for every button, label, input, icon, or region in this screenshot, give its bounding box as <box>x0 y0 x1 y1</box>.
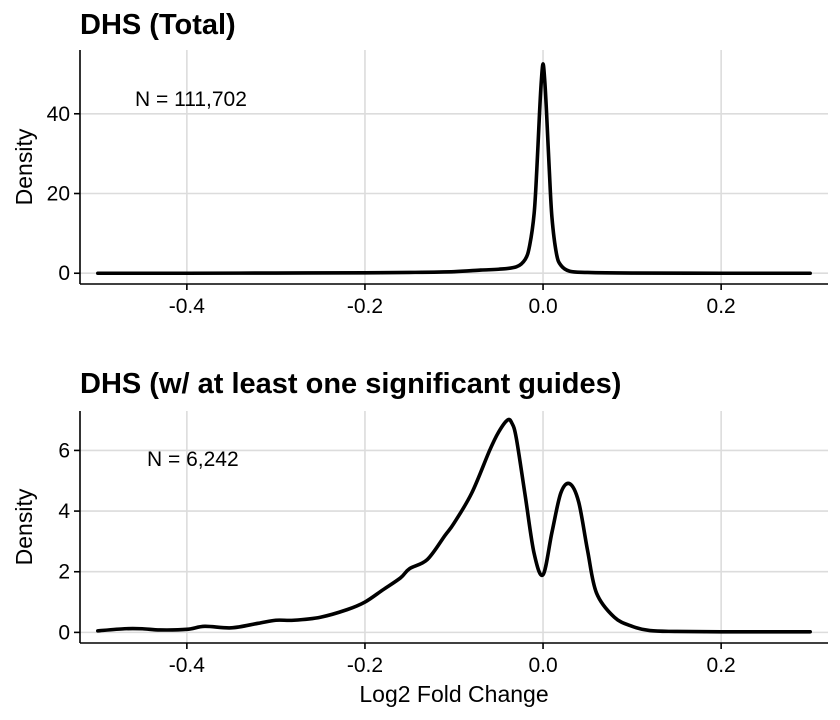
panel-1-x-tick-label-3: 0.2 <box>707 295 736 318</box>
panel-2-y-tick-label-1: 2 <box>58 561 70 584</box>
panel-1-x-tick-label-2: 0.0 <box>528 295 557 318</box>
panel-2-x-tick-label-0: -0.4 <box>169 654 206 677</box>
panel-1-x-tick-label-0: -0.4 <box>169 295 206 318</box>
panel-2-y-tick-label-0: 0 <box>58 621 70 644</box>
panel-2-x-axis-title: Log2 Fold Change <box>359 681 548 707</box>
panel-1-count-annotation: N = 111,702 <box>135 88 247 111</box>
panel-2-x-tick-label-2: 0.0 <box>528 654 557 677</box>
panel-2-title: DHS (w/ at least one significant guides) <box>80 368 621 400</box>
panel-2-x-tick-label-3: 0.2 <box>707 654 736 677</box>
panel-1-y-tick-label-1: 20 <box>47 183 70 206</box>
panel-1-y-axis-title: Density <box>11 128 37 205</box>
panel-1-y-tick-label-0: 0 <box>58 262 70 285</box>
panel-2-count-annotation: N = 6,242 <box>147 448 239 471</box>
panel-1-x-tick-label-1: -0.2 <box>347 295 383 318</box>
panel-2-x-tick-label-1: -0.2 <box>347 654 383 677</box>
panel-2-y-tick-label-3: 6 <box>58 439 70 462</box>
panel-2-density-curve <box>96 417 812 634</box>
panel-1-density-curve <box>96 62 812 276</box>
panel-1-title: DHS (Total) <box>80 9 236 41</box>
panel-1-y-tick-label-2: 40 <box>47 103 70 126</box>
panel-2-y-axis-title: Density <box>11 488 37 565</box>
panel-2-y-tick-label-2: 4 <box>58 500 70 523</box>
